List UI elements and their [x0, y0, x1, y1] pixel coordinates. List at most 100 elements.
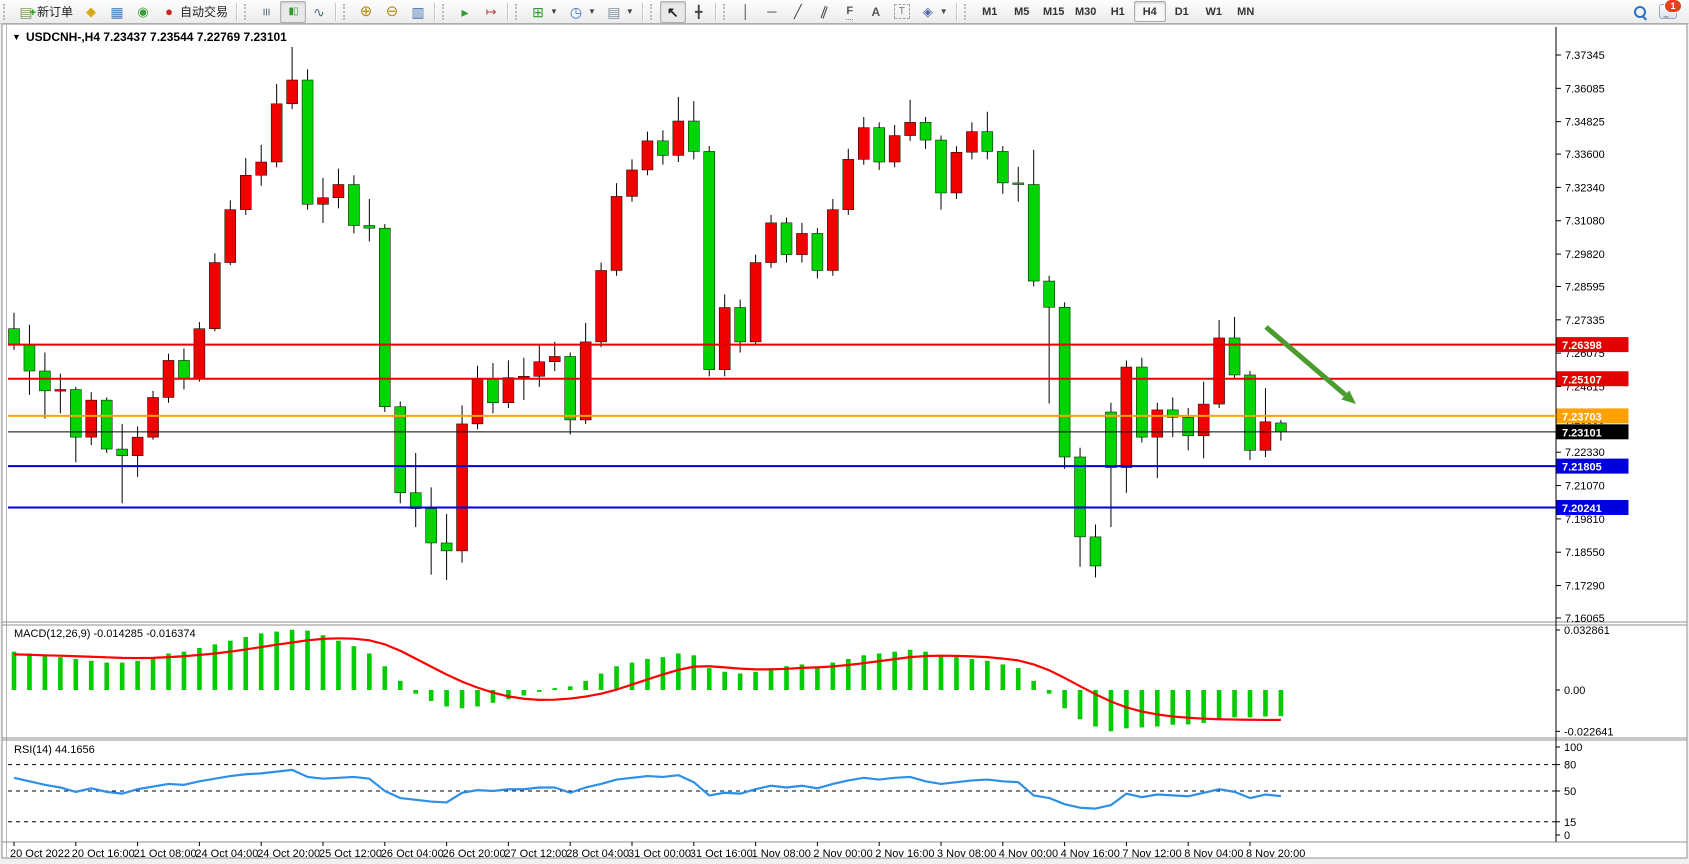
macd-histogram-bar — [815, 666, 820, 690]
candle-body — [703, 151, 715, 370]
tile-icon — [410, 4, 426, 20]
toolbar-zoom-in-button[interactable] — [353, 1, 379, 23]
timeframe-mn-button[interactable]: MN — [1237, 5, 1255, 18]
price-badge-label: 7.23101 — [1562, 427, 1602, 439]
macd-histogram-bar — [1185, 690, 1191, 725]
toolbar-cursor-button[interactable] — [659, 0, 686, 23]
toolbar-templates-button[interactable]: ▼ — [601, 1, 639, 23]
candle-body — [224, 209, 237, 263]
price-badge-label: 7.20241 — [1562, 503, 1602, 515]
macd-histogram-bar — [567, 686, 573, 690]
toolbar-shift-button[interactable] — [478, 1, 504, 23]
macd-histogram-bar — [475, 690, 480, 707]
candle-body — [1136, 366, 1148, 438]
trend-arrow-line[interactable] — [1264, 325, 1347, 397]
toolbar-channel-button[interactable] — [811, 1, 837, 23]
macd-histogram-bar — [706, 668, 712, 690]
price-badge-label: 7.25107 — [1562, 374, 1602, 386]
timeframe-d1-button[interactable]: D1 — [1174, 5, 1189, 18]
toolbar-hline-button[interactable] — [759, 1, 785, 23]
candle-body — [100, 399, 113, 450]
toolbar-label-button[interactable] — [889, 1, 915, 23]
macd-histogram-bar — [1046, 690, 1052, 694]
symbol-dropdown-icon[interactable]: ▼ — [12, 32, 21, 42]
toolbar-gold-button[interactable] — [78, 1, 104, 23]
price-tick-label: 7.29820 — [1565, 249, 1605, 261]
timeframe-h4-button[interactable]: H4 — [1133, 1, 1166, 22]
toolbar-button-label: 新订单 — [37, 5, 74, 19]
toolbar-indicators-button[interactable]: ▼ — [525, 1, 563, 23]
price-tick-label: 7.37345 — [1565, 50, 1605, 62]
macd-histogram-bar — [119, 662, 125, 690]
toolbar-signal-button[interactable] — [130, 1, 156, 23]
price-tick-label: 7.21070 — [1565, 481, 1605, 493]
toolbar-candles-button[interactable] — [280, 0, 307, 23]
toolbar-autoscroll-button[interactable] — [452, 1, 478, 23]
timeframe-m15-button[interactable]: M15 — [1043, 5, 1065, 18]
timeframe-h1-button[interactable]: H1 — [1110, 5, 1125, 18]
timeframe-m1-button[interactable]: M1 — [982, 5, 998, 18]
price-badge-7.23101 — [1556, 424, 1629, 440]
chevron-down-icon[interactable]: ▼ — [939, 7, 948, 16]
candle-body — [1105, 411, 1117, 468]
candle-body — [456, 423, 468, 552]
candle-body — [1228, 337, 1241, 376]
toolbar-group — [452, 1, 504, 23]
candle-body — [209, 262, 221, 329]
toolbar-search-button[interactable] — [1633, 5, 1647, 19]
trend-arrow-head[interactable] — [1341, 390, 1356, 404]
toolbar-crosshair-button[interactable] — [686, 1, 712, 23]
candle-body — [116, 448, 128, 456]
macd-histogram-bar — [135, 660, 140, 690]
toolbar-trend-button[interactable] — [785, 1, 811, 23]
candle-body — [301, 79, 314, 205]
chevron-down-icon[interactable]: ▼ — [587, 7, 596, 16]
toolbar-vline-button[interactable] — [733, 1, 759, 23]
macd-histogram-bar — [537, 690, 542, 692]
toolbar-bars-button[interactable] — [254, 1, 280, 23]
autoscroll-icon — [457, 4, 473, 20]
toolbar-chat-button[interactable]: 1 — [1659, 0, 1682, 19]
toolbar-group: ▼ ▼ ▼ — [525, 1, 639, 23]
notification-badge: 1 — [1664, 0, 1682, 13]
timeframe-m5-button[interactable]: M5 — [1014, 5, 1030, 18]
toolbar-autotrading-button[interactable]: 自动交易 — [156, 1, 233, 23]
toolbar-new-order-button[interactable]: 新订单 — [13, 1, 78, 23]
time-label: 1 Nov 08:00 — [752, 848, 811, 860]
candle-body — [672, 120, 685, 156]
toolbar-chart-window-button[interactable] — [104, 1, 130, 23]
chevron-down-icon[interactable]: ▼ — [550, 7, 558, 16]
macd-histogram-bar — [753, 671, 758, 690]
candle-body — [1244, 374, 1256, 451]
macd-histogram-bar — [1263, 690, 1268, 717]
timeframe-m30-button[interactable]: M30 — [1075, 5, 1097, 18]
time-label: 21 Oct 08:00 — [134, 848, 197, 860]
toolbar-fibo-button[interactable] — [837, 1, 863, 23]
toolbar-periods-button[interactable]: ▼ — [563, 1, 601, 23]
price-tick-label: 7.19810 — [1565, 514, 1605, 526]
indicators-icon — [530, 4, 546, 20]
periods-icon — [568, 4, 584, 20]
macd-histogram-bar — [27, 653, 32, 690]
candle-body — [39, 370, 51, 392]
toolbar-shapes-button[interactable]: ▼ — [915, 1, 953, 23]
fibo-icon — [842, 4, 858, 20]
candle-body — [70, 389, 82, 438]
toolbar-zoom-out-button[interactable] — [379, 1, 405, 23]
price-badge-7.21805 — [1556, 458, 1629, 474]
chevron-down-icon[interactable]: ▼ — [625, 7, 634, 16]
toolbar-linechart-button[interactable] — [306, 1, 332, 23]
macd-histogram-bar — [382, 666, 388, 690]
macd-histogram-bar — [830, 662, 836, 690]
time-label: 20 Oct 2022 — [10, 848, 70, 860]
toolbar-tile-button[interactable] — [405, 1, 431, 23]
macd-histogram-bar — [629, 662, 635, 690]
macd-histogram-bar — [691, 655, 697, 690]
candle-body — [54, 389, 67, 392]
timeframe-w1-button[interactable]: W1 — [1205, 5, 1222, 18]
macd-histogram-bar — [73, 658, 79, 690]
bars-icon — [259, 4, 275, 20]
rsi-axis-label: 50 — [1564, 786, 1576, 798]
macd-histogram-bar — [737, 673, 743, 690]
toolbar-text-button[interactable] — [863, 1, 889, 23]
